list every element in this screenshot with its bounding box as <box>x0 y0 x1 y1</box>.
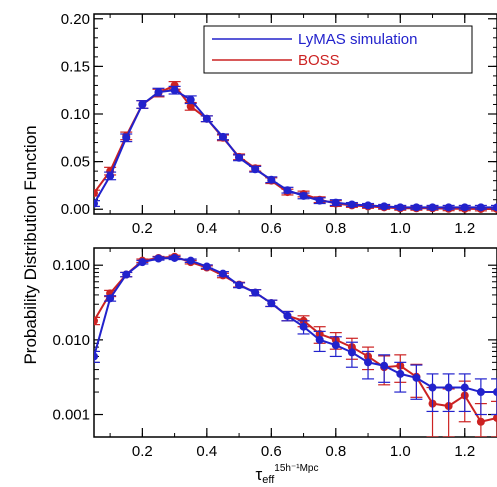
x-axis-title: τeff15h⁻¹Mpc <box>256 463 319 486</box>
bottom-lymas-point <box>380 361 389 370</box>
bottom-lymas-point <box>347 348 356 357</box>
bottom-lymas-point <box>396 369 405 378</box>
top-lymas-point <box>331 198 340 207</box>
top-lymas-point <box>106 171 115 180</box>
legend: LyMAS simulation BOSS <box>203 25 473 74</box>
bottom-ytick-label: 0.100 <box>52 257 90 274</box>
bottom-lymas-point <box>428 383 437 392</box>
bottom-xtick-label: 0.2 <box>132 443 153 460</box>
top-xtick-label: 1.2 <box>454 220 475 237</box>
top-lymas-point <box>154 88 163 97</box>
bottom-lymas-point <box>106 294 115 303</box>
bottom-lymas-point <box>154 254 163 263</box>
bottom-lymas-point <box>186 256 195 265</box>
x-axis-title-symbol: τ <box>256 465 263 484</box>
top-lymas-point <box>283 186 292 195</box>
top-lymas-point <box>428 203 437 212</box>
top-lymas-point <box>412 203 421 212</box>
top-ytick-label: 0.00 <box>61 201 90 218</box>
top-lymas-point <box>122 133 131 142</box>
bottom-lymas-point <box>235 281 244 290</box>
bottom-lymas-point <box>444 383 453 392</box>
bottom-lymas-point <box>122 270 131 279</box>
top-lymas-point <box>315 196 324 205</box>
bottom-lymas-point <box>412 373 421 382</box>
top-ytick-label: 0.15 <box>61 58 90 75</box>
bottom-boss-line <box>94 255 497 423</box>
top-lymas-point <box>94 199 98 208</box>
top-lymas-point <box>347 200 356 209</box>
bottom-xtick-label: 1.2 <box>454 443 475 460</box>
bottom-lymas-point <box>202 262 211 271</box>
bottom-lymas-point <box>364 358 373 367</box>
top-lymas-point <box>476 203 485 212</box>
top-lymas-point <box>202 114 211 123</box>
legend-box <box>203 25 473 74</box>
bottom-boss-point <box>476 417 485 426</box>
top-ytick-label: 0.20 <box>61 11 90 28</box>
bottom-lymas-point <box>460 383 469 392</box>
bottom-ytick-label: 0.001 <box>52 407 90 424</box>
bottom-lymas-line <box>94 256 497 394</box>
bottom-xtick-label: 1.0 <box>390 443 411 460</box>
top-lymas-point <box>380 202 389 211</box>
top-boss-point <box>94 189 98 198</box>
top-lymas-point <box>493 203 497 212</box>
top-series <box>94 81 497 213</box>
top-lymas-point <box>396 203 405 212</box>
top-panel: 0.2 0.4 0.6 0.8 1.0 1.2 0.00 0.05 0.10 0.15 0.20 L… <box>61 11 497 237</box>
bottom-lymas-point <box>315 335 324 344</box>
top-lymas-point <box>460 203 469 212</box>
y-axis-title: Probability Distribution Function <box>21 125 40 364</box>
bottom-lymas-point <box>138 258 147 267</box>
bottom-lymas-point <box>94 352 98 361</box>
bottom-xtick-label: 0.8 <box>325 443 346 460</box>
top-lymas-point <box>218 132 227 141</box>
bottom-axis-ticks: 0.2 0.4 0.6 0.8 1.0 1.2 0.001 0.010 0.100 <box>52 248 497 460</box>
bottom-series <box>94 252 497 437</box>
top-xtick-label: 1.0 <box>390 220 411 237</box>
bottom-boss-point <box>94 316 98 325</box>
bottom-lymas-point <box>251 288 260 297</box>
top-lymas-point <box>251 165 260 174</box>
top-lymas-point <box>138 100 147 109</box>
top-lymas-point <box>170 86 179 95</box>
bottom-lymas-point <box>218 269 227 278</box>
top-xtick-label: 0.4 <box>196 220 217 237</box>
bottom-boss-point <box>493 413 497 422</box>
bottom-plot-frame <box>93 247 497 438</box>
legend-label-boss: BOSS <box>298 52 340 69</box>
top-ytick-label: 0.05 <box>61 154 90 171</box>
top-lymas-point <box>267 175 276 184</box>
top-xtick-label: 0.8 <box>325 220 346 237</box>
bottom-xtick-label: 0.4 <box>196 443 217 460</box>
bottom-lymas-point <box>476 388 485 397</box>
top-lymas-point <box>186 95 195 104</box>
x-axis-title-superscript: 15h⁻¹Mpc <box>274 463 318 474</box>
top-boss-line <box>94 84 497 210</box>
bottom-ytick-label: 0.010 <box>52 332 90 349</box>
top-lymas-point <box>299 191 308 200</box>
top-xtick-label: 0.6 <box>261 220 282 237</box>
bottom-lymas-point <box>267 299 276 308</box>
legend-label-lymas: LyMAS simulation <box>298 31 418 48</box>
bottom-lymas-point <box>170 253 179 262</box>
top-ytick-label: 0.10 <box>61 106 90 123</box>
top-xtick-label: 0.2 <box>132 220 153 237</box>
bottom-lymas-point <box>493 388 497 397</box>
top-lymas-point <box>444 203 453 212</box>
top-lymas-line <box>94 89 497 209</box>
top-boss-point <box>186 102 195 111</box>
bottom-panel: 0.2 0.4 0.6 0.8 1.0 1.2 0.001 0.010 0.100 <box>52 247 497 460</box>
top-lymas-point <box>364 201 373 210</box>
bottom-lymas-point <box>283 311 292 320</box>
bottom-lymas-point <box>331 341 340 350</box>
bottom-xtick-label: 0.6 <box>261 443 282 460</box>
x-axis-title-subscript: eff <box>262 474 275 486</box>
top-axis-ticks: 0.2 0.4 0.6 0.8 1.0 1.2 0.00 0.05 0.10 0.15 0.20 <box>61 11 497 237</box>
top-lymas-point <box>235 153 244 162</box>
bottom-lymas-point <box>299 322 308 331</box>
